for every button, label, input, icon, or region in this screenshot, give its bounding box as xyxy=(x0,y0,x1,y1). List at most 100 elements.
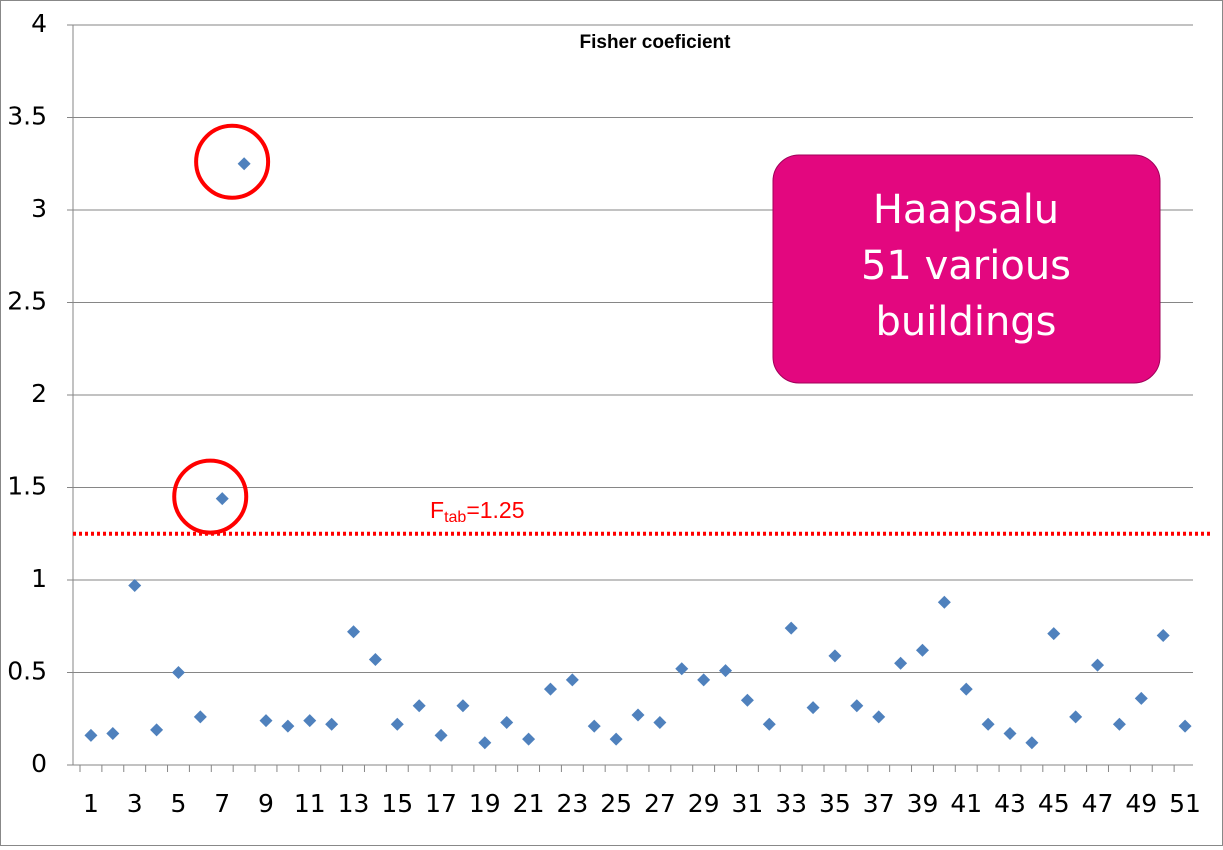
data-point xyxy=(434,728,448,742)
y-tick-label: 1.5 xyxy=(7,472,47,501)
x-tick-label: 17 xyxy=(425,789,457,818)
data-point xyxy=(128,579,142,593)
data-point xyxy=(653,715,667,729)
x-tick-label: 37 xyxy=(863,789,895,818)
data-point xyxy=(237,157,251,171)
annotation-text: Haapsalu xyxy=(873,187,1059,233)
data-point xyxy=(1134,691,1148,705)
data-point xyxy=(368,653,382,667)
x-tick-label: 27 xyxy=(644,789,676,818)
data-point xyxy=(719,664,733,678)
data-point xyxy=(609,732,623,746)
x-tick-label: 33 xyxy=(775,789,807,818)
data-point xyxy=(894,656,908,670)
y-tick-label: 3 xyxy=(31,194,47,223)
x-tick-label: 29 xyxy=(688,789,720,818)
data-point xyxy=(522,732,536,746)
y-tick-label: 3.5 xyxy=(7,102,47,131)
data-point xyxy=(412,699,426,713)
data-point xyxy=(806,701,820,715)
data-point xyxy=(1047,627,1061,641)
threshold-label: Ftab=1.25 xyxy=(430,497,525,526)
x-tick-label: 7 xyxy=(214,789,230,818)
data-point xyxy=(762,717,776,731)
x-tick-label: 21 xyxy=(513,789,545,818)
x-tick-label: 19 xyxy=(469,789,501,818)
data-point xyxy=(390,717,404,731)
threshold-label-part: =1.25 xyxy=(466,497,524,523)
highlight-circle xyxy=(172,458,249,535)
data-point xyxy=(1091,658,1105,672)
data-point xyxy=(740,693,754,707)
data-point xyxy=(828,649,842,663)
data-point xyxy=(84,728,98,742)
annotation-text: buildings xyxy=(875,299,1056,345)
x-tick-label: 23 xyxy=(556,789,588,818)
data-point xyxy=(915,643,929,657)
data-point xyxy=(543,682,557,696)
x-tick-label: 11 xyxy=(294,789,326,818)
y-tick-label: 2 xyxy=(31,379,47,408)
x-tick-label: 39 xyxy=(907,789,939,818)
data-point xyxy=(106,727,120,741)
data-point xyxy=(215,492,229,506)
x-tick-label: 9 xyxy=(258,789,274,818)
x-tick-label: 49 xyxy=(1125,789,1157,818)
x-tick-label: 1 xyxy=(83,789,99,818)
data-point xyxy=(784,621,798,635)
y-tick-label: 0 xyxy=(31,749,47,778)
y-tick-label: 4 xyxy=(31,9,47,38)
x-tick-label: 47 xyxy=(1082,789,1114,818)
data-point xyxy=(347,625,361,639)
data-point xyxy=(937,595,951,609)
data-point xyxy=(325,717,339,731)
x-tick-label: 51 xyxy=(1169,789,1201,818)
y-tick-label: 1 xyxy=(31,564,47,593)
data-point xyxy=(959,682,973,696)
highlight-circle xyxy=(194,123,271,200)
x-tick-label: 5 xyxy=(171,789,187,818)
data-point xyxy=(587,719,601,733)
data-point xyxy=(1112,717,1126,731)
data-point xyxy=(456,699,470,713)
data-point xyxy=(1003,727,1017,741)
x-tick-label: 43 xyxy=(994,789,1026,818)
y-tick-label: 2.5 xyxy=(7,287,47,316)
threshold-label-part: F xyxy=(430,497,444,523)
data-point xyxy=(872,710,886,724)
x-tick-label: 41 xyxy=(950,789,982,818)
data-point xyxy=(150,723,164,737)
x-tick-label: 45 xyxy=(1038,789,1070,818)
data-point xyxy=(1069,710,1083,724)
data-point xyxy=(281,719,295,733)
x-tick-label: 31 xyxy=(732,789,764,818)
chart-title: Fisher coeficient xyxy=(580,32,732,53)
annotation-text: 51 various xyxy=(861,243,1071,289)
annotation-box xyxy=(772,154,1161,384)
x-tick-label: 3 xyxy=(127,789,143,818)
x-tick-label: 15 xyxy=(381,789,413,818)
data-point xyxy=(1025,736,1039,750)
data-point xyxy=(631,708,645,722)
data-point xyxy=(171,666,185,679)
x-tick-label: 13 xyxy=(338,789,370,818)
data-point xyxy=(981,717,995,731)
x-tick-label: 25 xyxy=(600,789,632,818)
threshold-label-part: tab xyxy=(444,509,466,526)
data-point xyxy=(500,715,514,729)
data-point xyxy=(478,736,492,750)
data-point xyxy=(303,714,317,728)
data-point xyxy=(259,714,273,728)
data-point xyxy=(675,662,689,676)
data-point xyxy=(697,673,711,687)
data-point xyxy=(1178,719,1192,733)
data-point xyxy=(1156,629,1170,642)
data-point xyxy=(193,710,207,724)
y-tick-label: 0.5 xyxy=(7,657,47,686)
data-point xyxy=(565,673,579,687)
x-tick-label: 35 xyxy=(819,789,851,818)
data-point xyxy=(850,699,864,713)
